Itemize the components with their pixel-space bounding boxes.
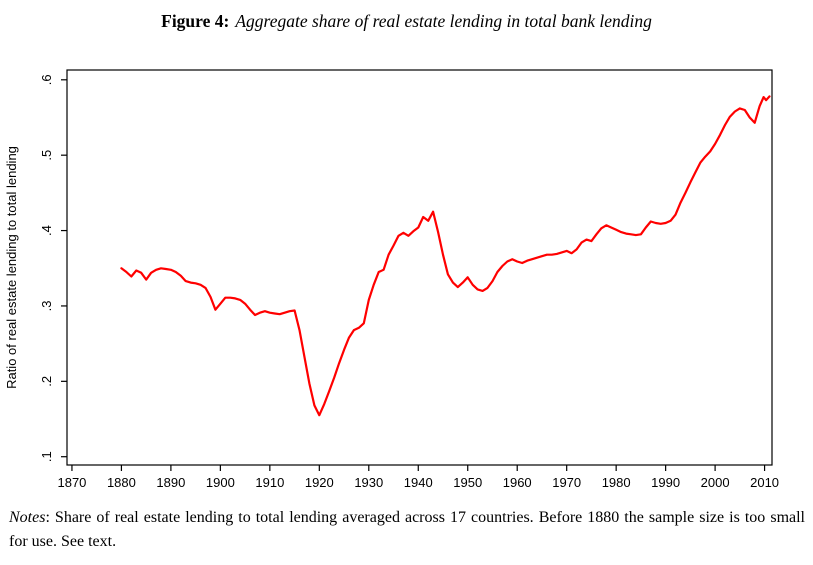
line-chart: .1 .2 .3 .4 .5 .6 1870 1880 1890 1900 1910 1920 1930… [4, 69, 779, 490]
x-tick-label: 1990 [651, 475, 680, 490]
y-axis-title: Ratio of real estate lending to total le… [4, 146, 19, 389]
figure-notes: Notes: Share of real estate lending to t… [9, 506, 805, 554]
x-tick-label: 1980 [602, 475, 631, 490]
x-tick-label: 1880 [107, 475, 136, 490]
y-tick-label: .5 [39, 150, 54, 161]
figure-label: Figure 4: [161, 11, 230, 31]
x-tick-label: 1870 [57, 475, 86, 490]
figure-caption-text: Aggregate share of real estate lending i… [235, 11, 652, 31]
x-tick-label: 1890 [156, 475, 185, 490]
x-tick-label: 1920 [305, 475, 334, 490]
notes-label: Notes [9, 509, 46, 526]
series-line [120, 95, 771, 417]
x-tick-label: 1940 [404, 475, 433, 490]
y-tick-label: .3 [39, 301, 54, 312]
y-tick-label: .2 [39, 376, 54, 387]
y-tick-label: .4 [39, 225, 54, 236]
x-tick-label: 1970 [552, 475, 581, 490]
x-tick-label: 1930 [354, 475, 383, 490]
x-tick-label: 1910 [255, 475, 284, 490]
figure-title: Figure 4: Aggregate share of real estate … [0, 11, 813, 32]
x-tick-label: 2010 [750, 475, 779, 490]
notes-text: : Share of real estate lending to total … [9, 509, 805, 550]
y-tick-label: .1 [39, 451, 54, 462]
plot-frame [66, 69, 773, 466]
x-tick-label: 2000 [701, 475, 730, 490]
x-tick-label: 1950 [453, 475, 482, 490]
x-tick-label: 1900 [206, 475, 235, 490]
x-tick-label: 1960 [503, 475, 532, 490]
y-tick-label: .6 [39, 74, 54, 85]
